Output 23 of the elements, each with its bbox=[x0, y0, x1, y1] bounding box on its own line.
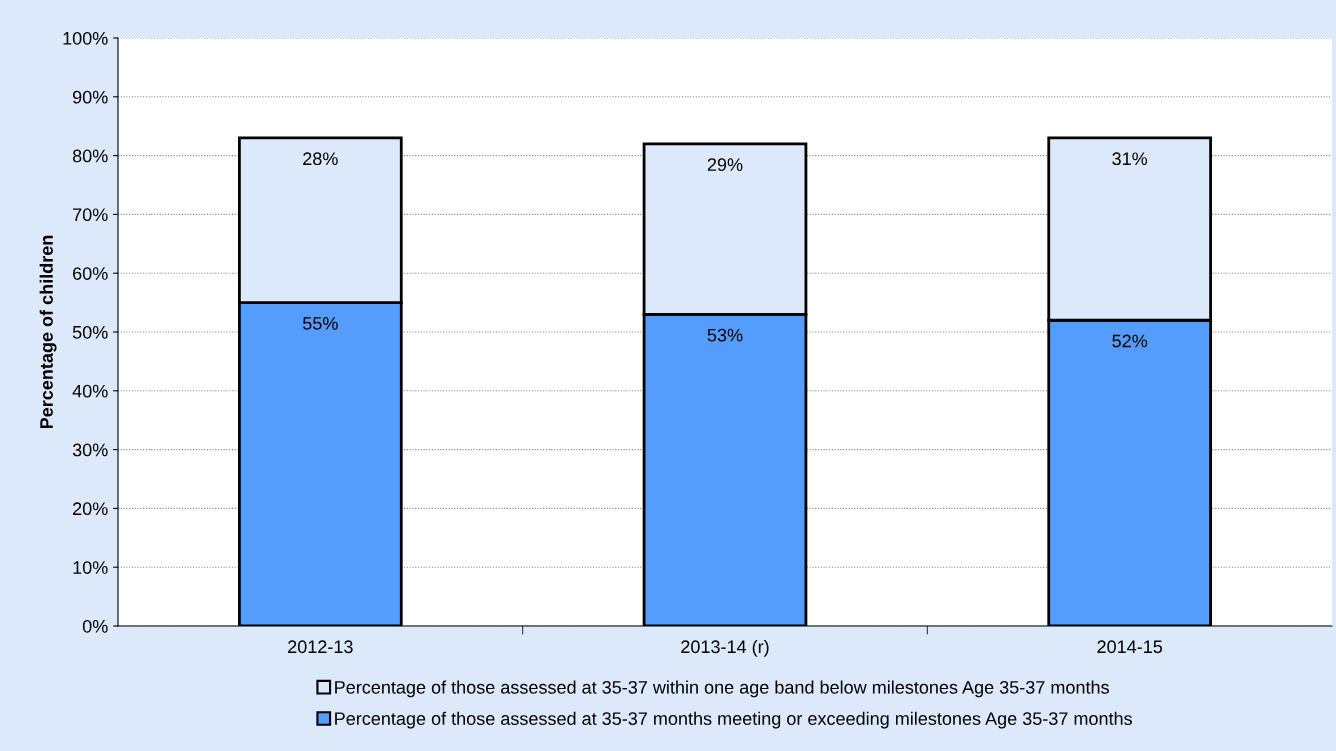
x-tick-label: 2013-14 (r) bbox=[681, 639, 769, 657]
data-label: 28% bbox=[303, 152, 338, 166]
x-tick-label: 2014-15 bbox=[1097, 640, 1163, 654]
data-label: 55% bbox=[302, 317, 338, 330]
data-label: 53% bbox=[707, 328, 743, 342]
y-axis-title: Percentage of children bbox=[39, 235, 57, 429]
y-tick-label: 60% bbox=[73, 267, 108, 280]
data-label: 52% bbox=[1112, 334, 1148, 348]
y-tick-label: 80% bbox=[72, 149, 108, 163]
y-tick-label: 100% bbox=[63, 31, 108, 45]
y-tick-label: 40% bbox=[72, 384, 108, 398]
data-label: 31% bbox=[1112, 152, 1148, 166]
y-tick-label: 20% bbox=[73, 502, 108, 516]
y-tick-label: 90% bbox=[72, 90, 108, 104]
y-tick-label: 30% bbox=[72, 443, 108, 457]
legend-label: Percentage of those assessed at 35-37 months meeting or exceeding milestones Age 35-37 months bbox=[335, 711, 1132, 729]
x-tick-label: 2012-13 bbox=[288, 640, 353, 654]
legend-label: Percentage of those assessed at 35-37 within one age band below milestones Age 35-37 months bbox=[335, 680, 1109, 698]
y-tick-label: 50% bbox=[72, 325, 108, 339]
y-tick-label: 10% bbox=[73, 561, 108, 574]
y-tick-label: 70% bbox=[73, 208, 108, 222]
y-tick-label: 0% bbox=[82, 619, 108, 633]
data-label: 29% bbox=[707, 158, 743, 171]
